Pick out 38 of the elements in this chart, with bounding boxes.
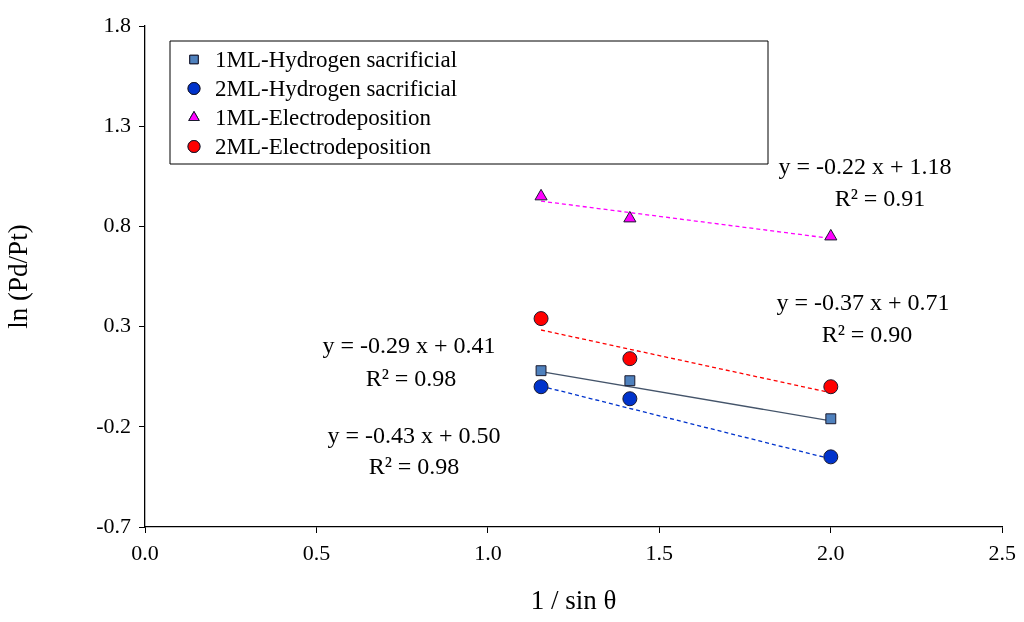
annotation: R² = 0.98 — [365, 365, 457, 392]
x-axis-title: 1 / sin θ — [530, 584, 617, 615]
annotation: R² = 0.98 — [368, 453, 460, 480]
legend-label: 2ML-Hydrogen sacrificial — [215, 75, 458, 101]
x-tick-label: 1.5 — [645, 539, 674, 565]
x-tick-label: 2.0 — [817, 539, 845, 565]
point — [823, 449, 839, 465]
annotation: y = -0.43 x + 0.50 — [327, 422, 501, 449]
point — [534, 188, 548, 201]
y-axis-title: ln (Pd/Pt) — [3, 224, 34, 329]
point — [825, 413, 837, 425]
legend-label: 1ML-Electrodeposition — [215, 104, 432, 130]
point — [622, 391, 638, 407]
legend-label: 2ML-Electrodeposition — [215, 133, 432, 159]
annotation: y = -0.22 x + 1.18 — [778, 153, 952, 180]
x-tick-label: 2.5 — [988, 539, 1016, 565]
point — [533, 311, 549, 327]
annotation: R² = 0.90 — [821, 321, 913, 348]
y-tick-label: 0.8 — [103, 212, 131, 238]
x-tick-label: 0.0 — [131, 539, 159, 565]
point — [533, 379, 549, 395]
legend-label: 1ML-Hydrogen sacrificial — [215, 46, 458, 72]
y-tick-label: -0.7 — [96, 512, 131, 538]
x-tick-label: 0.5 — [302, 539, 331, 565]
y-tick-label: -0.2 — [96, 412, 131, 438]
point — [623, 210, 637, 223]
annotation: y = -0.37 x + 0.71 — [776, 289, 950, 316]
point — [622, 351, 638, 367]
annotation: y = -0.29 x + 0.41 — [322, 332, 496, 359]
point — [823, 379, 839, 395]
point — [535, 365, 547, 377]
y-tick-label: 0.3 — [103, 312, 131, 338]
point — [624, 375, 636, 387]
annotation: R² = 0.91 — [834, 185, 926, 212]
point — [824, 228, 838, 241]
y-tick-label: 1.8 — [103, 11, 131, 37]
y-tick-label: 1.3 — [103, 111, 131, 137]
x-tick-label: 1.0 — [474, 539, 502, 565]
